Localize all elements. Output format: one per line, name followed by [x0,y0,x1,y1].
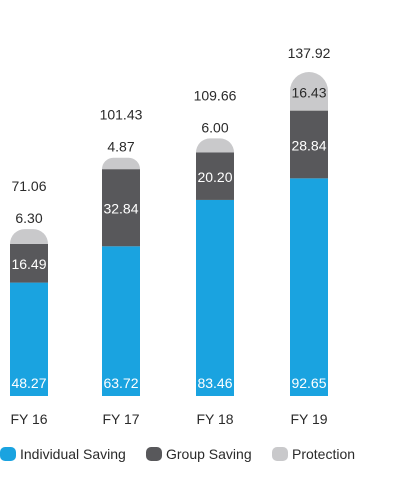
bar-individual-saving-fy-16 [10,282,48,396]
value-label: 28.84 [291,137,326,153]
value-label: 16.49 [11,256,46,272]
bar-protection-fy-16 [10,229,49,244]
total-label: 71.06 [11,178,46,194]
total-label: 137.92 [288,45,331,61]
category-label: FY 16 [10,411,47,427]
legend-swatch [272,447,288,461]
total-label: 109.66 [194,87,237,103]
bar-protection-fy-19 [290,72,328,111]
legend-swatch [146,447,162,461]
legend-label: Protection [292,446,355,462]
bar-individual-saving-fy-19 [290,178,328,396]
value-label: 32.84 [103,201,138,217]
bar-protection-fy-17 [102,157,140,170]
legend-label: Individual Saving [20,446,126,462]
value-label: 92.65 [291,375,326,391]
value-label: 16.43 [291,84,326,100]
value-label: 6.00 [201,119,228,135]
category-label: FY 18 [196,411,233,427]
bar-protection-fy-18 [196,138,234,153]
value-label: 6.30 [15,210,42,226]
total-label: 101.43 [100,107,143,123]
bar-group-saving-fy-16 [10,243,48,283]
category-label: FY 19 [290,411,327,427]
value-label: 48.27 [11,375,46,391]
bar-group-saving-fy-17 [102,169,140,247]
legend-label: Group Saving [166,446,252,462]
value-label: 4.87 [107,139,134,155]
bar-group-saving-fy-19 [290,110,328,179]
legend-swatch [0,447,16,461]
value-label: 63.72 [103,375,138,391]
category-label: FY 17 [102,411,139,427]
bar-individual-saving-fy-18 [196,199,234,396]
value-label: 83.46 [197,375,232,391]
value-label: 20.20 [197,169,232,185]
bar-individual-saving-fy-17 [102,246,140,396]
bar-group-saving-fy-18 [196,152,234,200]
